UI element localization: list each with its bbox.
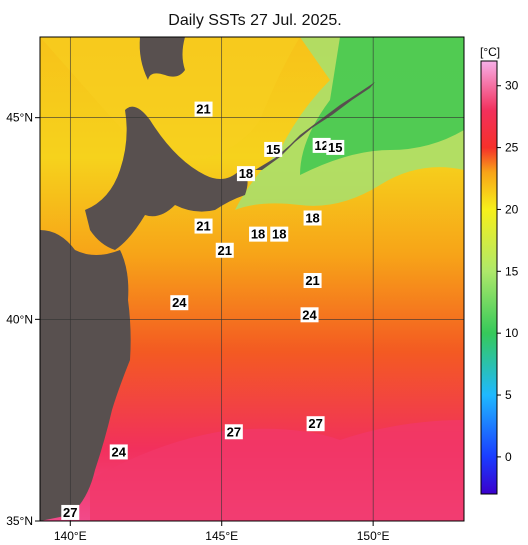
isotherm-label: 21 [194,101,213,117]
isotherm-label-text: 18 [305,211,319,226]
isotherm-label-box [170,295,189,311]
isotherm-label: 18 [303,210,322,226]
lon-tick-label: 150°E [357,529,390,543]
isotherm-label-box [312,137,331,153]
isotherm-label: 24 [109,444,128,460]
lon-tick-label: 140°E [54,529,87,543]
map-title: Daily SSTs 27 Jul. 2025. [168,12,342,29]
colorbar-ticks: 0 5 10 15 20 25 30 [497,79,519,464]
colorbar-tick-label: 0 [505,450,512,464]
sakhalin-land [139,37,185,80]
map-frame [39,36,465,522]
axis-ticks: 140°E 145°E 150°E 35°N 40°N 45°N [6,111,389,543]
colorbar-tick-label: 5 [505,388,512,402]
isotherm-label: 21 [194,218,213,234]
isotherm-label-box [326,139,345,155]
isotherm-label: 18 [236,166,255,182]
isotherm-label-text: 21 [218,243,232,258]
colorbar-unit: [°C] [480,45,500,59]
isotherm-label-box [61,504,80,520]
colorbar-tick-label: 25 [505,141,519,155]
hokkaido-land [85,106,248,251]
isotherm-label-box [270,226,289,242]
isotherm-label-text: 15 [328,140,342,155]
colorbar-tick-label: 15 [505,264,519,278]
lat-tick-label: 45°N [6,111,33,125]
isotherm-label-box [264,141,283,157]
colorbar [480,60,498,495]
isotherm-label: 18 [270,226,289,242]
isotherm-label-box [194,101,213,117]
isotherm-label-box [109,444,128,460]
isotherm-label-text: 24 [172,295,187,310]
isotherm-label-text: 27 [308,416,322,431]
isotherm-label-box [300,307,319,323]
isotherm-label-box [194,218,213,234]
isotherm-label-text: 27 [227,424,241,439]
isotherm-label: 27 [61,504,80,520]
isotherm-label-box [249,226,268,242]
isotherm-label: 27 [224,424,243,440]
isotherm-label: 21 [215,242,234,258]
isotherm-label: 15 [326,139,345,155]
isotherm-label-box [303,210,322,226]
isotherm-label-text: 21 [305,273,319,288]
isotherm-label-box [224,424,243,440]
honshu-land [40,230,131,521]
lat-tick-label: 35°N [6,514,33,528]
map-body [40,37,464,521]
isotherm-label: 15 [264,141,283,157]
isotherm-label: 12 [312,137,331,153]
warm-water-region [90,420,464,521]
colorbar-tick-label: 10 [505,326,519,340]
cool-yellow-band [40,37,300,162]
colorbar-tick-label: 20 [505,202,519,216]
isotherm-label-text: 18 [239,166,253,181]
isotherm-label: 18 [249,226,268,242]
isotherm-label: 24 [300,307,319,323]
isotherm-label-text: 18 [251,227,265,242]
isotherm-label-text: 21 [196,219,210,234]
isotherm-label-box [215,242,234,258]
isotherm-label: 27 [306,416,325,432]
isotherm-label-box [236,166,255,182]
kuril-islands [255,82,375,170]
isotherm-label-text: 12 [314,138,328,153]
lat-tick-label: 40°N [6,312,33,326]
isotherm-label: 21 [303,273,322,289]
isotherm-label-box [306,416,325,432]
isotherm-label-text: 21 [196,102,210,117]
lon-tick-label: 145°E [205,529,238,543]
isotherm-label-text: 27 [63,505,77,520]
isotherm-label-text: 18 [272,227,286,242]
isotherm-label-text: 24 [302,307,317,322]
isotherm-label-text: 15 [266,142,280,157]
colorbar-tick-label: 30 [505,79,519,93]
isotherm-label-text: 24 [112,444,127,459]
isotherm-label-box [303,273,322,289]
isotherm-label: 24 [170,295,189,311]
